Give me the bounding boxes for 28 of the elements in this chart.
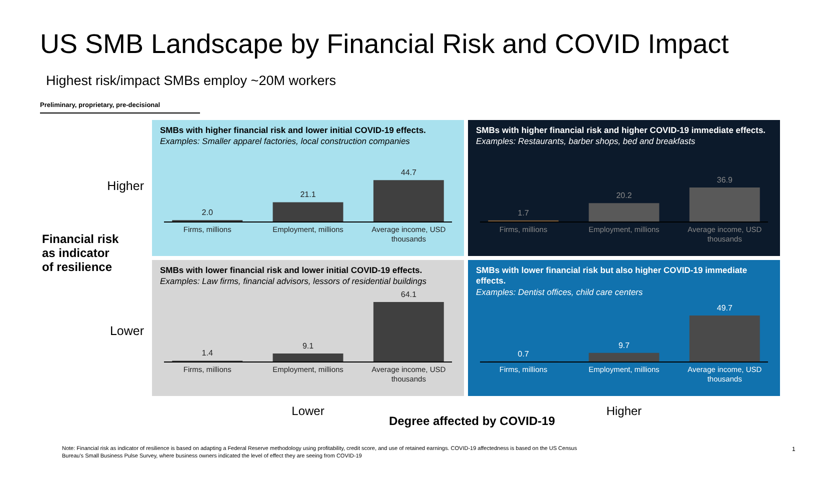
data-label: 64.1	[400, 290, 417, 299]
chart-subtitle: Examples: Smaller apparel factories, local construction companies	[160, 136, 411, 146]
data-label: 36.9	[716, 175, 733, 184]
data-label: 49.7	[716, 303, 733, 312]
data-label: 20.2	[616, 191, 632, 200]
text: Higher	[606, 404, 642, 418]
text: Financial risk as indicator of resilience	[42, 232, 120, 274]
data-label: 2.0	[202, 208, 214, 218]
chart-title: SMBs with lower financial risk and lower initial COVID-19 effects.	[160, 265, 422, 275]
chart-subtitle: Examples: Restaurants, barber shops, bed and breakfasts	[476, 136, 696, 146]
data-label: 44.7	[400, 168, 417, 178]
text: Lower	[110, 324, 144, 338]
data-label: 21.1	[300, 190, 316, 200]
text: Highest risk/impact SMBs employ ~20M workers	[46, 73, 336, 88]
text: US SMB Landscape by Financial Risk and COVID Impact	[40, 29, 730, 59]
chart-subtitle: Examples: Law firms, financial advisors, lessors of residential buildings	[160, 276, 428, 286]
chart-subtitle: Examples: Dentist offices, child care centers	[476, 287, 644, 297]
data-label: 0.7	[518, 349, 530, 358]
chart-title: SMBs with lower financial risk but also higher COVID-19 immediate effects.	[476, 265, 748, 286]
text: Degree affected by COVID-19	[388, 414, 556, 428]
data-label: 9.7	[618, 340, 630, 350]
chart-title: SMBs with higher financial risk and lower initial COVID-19 effects.	[160, 125, 426, 135]
text: Higher	[107, 179, 144, 193]
chart-title: SMBs with higher financial risk and higher COVID-19 immediate effects.	[476, 125, 766, 135]
data-label: 1.4	[202, 348, 214, 358]
data-label: 1.7	[518, 208, 530, 218]
text: Lower	[292, 404, 324, 418]
data-label: 9.1	[302, 341, 314, 350]
